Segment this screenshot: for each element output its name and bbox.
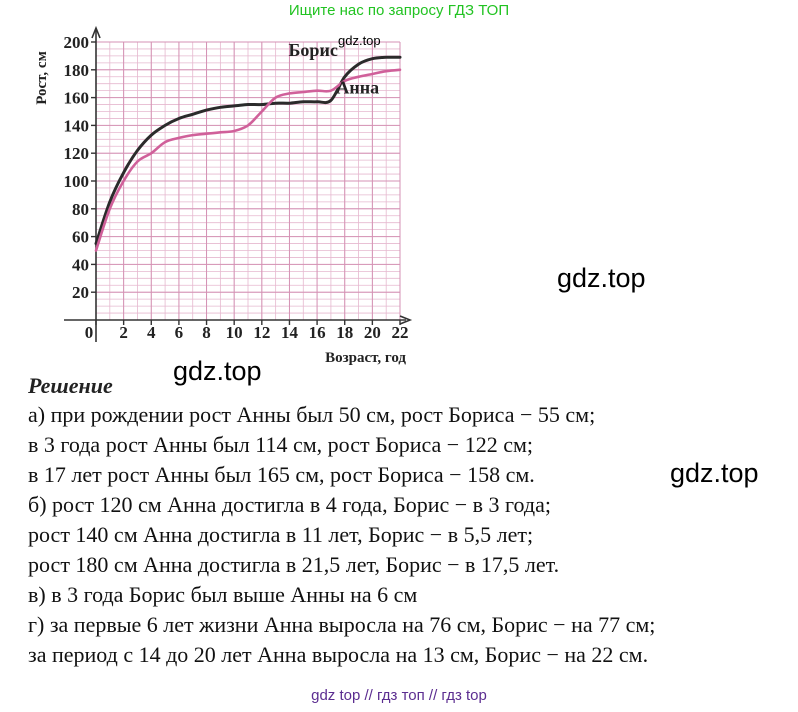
y-tick-label: 200 xyxy=(64,33,90,52)
bottom-banner: gdz top // гдз топ // гдз top xyxy=(311,687,487,704)
y-tick-label: 140 xyxy=(64,116,90,135)
y-tick-label: 20 xyxy=(72,283,89,302)
y-axis-label: Рост, см xyxy=(34,51,50,105)
watermark-small: gdz.top xyxy=(338,33,381,48)
watermark-right: gdz.top xyxy=(557,263,646,293)
y-tick-label: 160 xyxy=(64,89,90,108)
y-tick-label: 60 xyxy=(72,228,89,247)
series-lines xyxy=(94,55,402,252)
series-line-anna xyxy=(94,68,402,252)
solution-line: а) при рождении рост Анны был 50 см, рос… xyxy=(28,402,596,427)
solution-title: Решение xyxy=(28,373,113,398)
series-labels: Борис Анна xyxy=(289,40,380,98)
y-tick-label: 80 xyxy=(72,200,89,219)
solution-line: г) за первые 6 лет жизни Анна выросла на… xyxy=(28,612,656,637)
x-tick-label: 0 xyxy=(85,323,94,342)
solution-line: в 17 лет рост Анны был 165 см, рост Бори… xyxy=(28,462,535,487)
solution-line: в 3 года рост Анны был 114 см, рост Бори… xyxy=(28,432,533,457)
series-label-boris: Борис xyxy=(289,40,338,60)
x-axis-arrow xyxy=(399,315,413,325)
series-line-boris xyxy=(94,55,402,246)
solution-line: б) рост 120 см Анна достигла в 4 года, Б… xyxy=(28,492,551,517)
x-tick-label: 4 xyxy=(147,323,156,342)
x-tick-label: 6 xyxy=(175,323,184,342)
solution-line: рост 180 см Анна достигла в 21,5 лет, Бо… xyxy=(28,552,560,577)
axis-ticks: 20 40 60 80 100 120 140 160 180 200 0 2 4 6 8 10 12 14 16 1… xyxy=(64,33,409,342)
x-tick-label: 2 xyxy=(119,323,128,342)
solution-line: за период с 14 до 20 лет Анна выросла на… xyxy=(28,642,649,667)
x-tick-label: 10 xyxy=(226,323,243,342)
x-tick-label: 16 xyxy=(309,323,326,342)
y-tick-label: 180 xyxy=(64,61,90,80)
x-tick-label: 18 xyxy=(336,323,353,342)
x-axis-label: Возраст, год xyxy=(325,350,406,366)
top-banner: Ищите нас по запросу ГДЗ ТОП xyxy=(288,2,510,19)
y-axis-arrow xyxy=(91,25,101,39)
watermark-under-chart: gdz.top xyxy=(173,356,262,386)
x-tick-label: 20 xyxy=(364,323,381,342)
y-tick-label: 100 xyxy=(64,172,90,191)
x-tick-label: 8 xyxy=(202,323,211,342)
x-tick-label: 14 xyxy=(281,323,299,342)
y-tick-label: 40 xyxy=(72,255,89,274)
y-tick-label: 120 xyxy=(64,144,90,163)
solution-line: в) в 3 года Борис был выше Анны на 6 см xyxy=(28,582,418,607)
x-tick-label: 22 xyxy=(392,323,409,342)
watermark-right-lower: gdz.top xyxy=(670,458,759,488)
series-label-anna: Анна xyxy=(336,77,379,97)
solution-block: Решение а) при рождении рост Анны был 50… xyxy=(28,372,798,670)
axes xyxy=(64,25,413,342)
height-age-chart: 20 40 60 80 100 120 140 160 180 200 0 2 4 6 8 10 12 14 16 1… xyxy=(34,25,413,366)
solution-line: рост 140 см Анна достигла в 11 лет, Бори… xyxy=(28,522,534,547)
x-tick-label: 12 xyxy=(253,323,270,342)
